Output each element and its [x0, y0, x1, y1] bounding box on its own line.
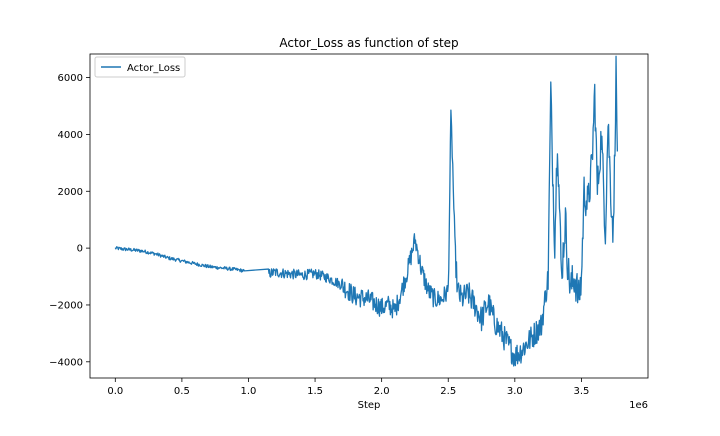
chart-title: Actor_Loss as function of step — [279, 36, 458, 50]
x-tick-label: 0.5 — [174, 386, 190, 397]
legend-entry-actor-loss: Actor_Loss — [127, 63, 180, 74]
x-tick-label: 0.0 — [107, 386, 123, 397]
plot-area — [114, 55, 619, 367]
plot-frame — [89, 53, 649, 379]
y-tick-label: −2000 — [49, 300, 83, 311]
y-tick-label: 6000 — [58, 73, 83, 84]
x-axis-label: Step — [358, 400, 381, 411]
y-tick-label: 0 — [77, 244, 83, 255]
y-tick-label: 2000 — [58, 187, 83, 198]
legend-box — [94, 56, 186, 78]
x-tick-label: 2.0 — [374, 386, 390, 397]
x-offset-label: 1e6 — [629, 400, 648, 411]
y-tick-label: −4000 — [49, 357, 83, 368]
y-tick-label: 4000 — [58, 130, 83, 141]
y-axis: −4000 −2000 0 2000 4000 6000 — [49, 73, 90, 368]
x-axis: 0.0 0.5 1.0 1.5 2.0 2.5 3.0 3.5 — [107, 378, 589, 397]
x-tick-label: 2.5 — [440, 386, 456, 397]
x-tick-label: 1.5 — [307, 386, 323, 397]
x-tick-label: 1.0 — [241, 386, 257, 397]
series-line-actor-loss — [114, 55, 619, 367]
legend: Actor_Loss — [94, 56, 186, 78]
x-tick-label: 3.0 — [507, 386, 523, 397]
x-tick-label: 3.5 — [573, 386, 589, 397]
